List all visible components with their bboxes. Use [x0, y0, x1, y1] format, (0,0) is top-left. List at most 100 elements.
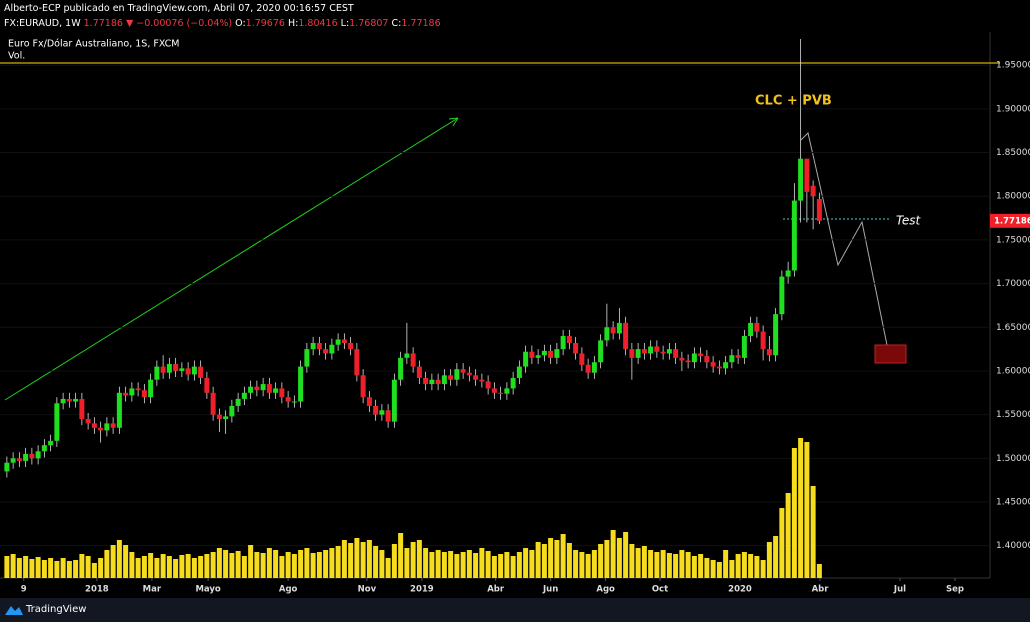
volume-bar [585, 554, 591, 578]
candle-body [610, 327, 616, 334]
candle-body [116, 392, 122, 428]
candle-body [410, 353, 416, 367]
candle-body [248, 386, 254, 393]
candle-body [666, 349, 672, 354]
volume-bar [654, 552, 660, 578]
y-tick-label: 1.70000 [996, 279, 1030, 289]
candle-body [704, 356, 710, 363]
volume-bar [235, 551, 241, 578]
candle-body [173, 363, 179, 371]
volume-bar [104, 550, 110, 578]
candle-body [591, 362, 597, 373]
candle-body [629, 349, 635, 358]
candle-body [66, 398, 72, 402]
volume-bar [35, 557, 41, 578]
candle-body [35, 451, 41, 459]
x-tick-label: Mayo [195, 585, 220, 595]
candle-body [441, 375, 447, 385]
trend-arrowhead [448, 117, 459, 127]
background [0, 32, 1030, 598]
volume-bar [310, 553, 316, 578]
volume-bar [466, 550, 472, 578]
volume-bar [416, 540, 422, 578]
candle-body [685, 360, 691, 363]
volume-bar [473, 553, 479, 578]
candle-body [585, 364, 591, 373]
volume-bar [435, 550, 441, 578]
volume-bar [729, 560, 735, 578]
volume-bar [791, 448, 797, 578]
candle-body [141, 390, 147, 398]
candle-body [298, 366, 304, 402]
volume-bar [285, 552, 291, 578]
volume-bar [210, 552, 216, 578]
volume-bar [85, 556, 91, 578]
volume-bar [723, 550, 729, 578]
candle-body [710, 362, 716, 367]
publish-text: Alberto-ECP publicado en TradingView.com… [4, 3, 354, 14]
annotation: Test [896, 214, 921, 228]
volume-bar [229, 553, 235, 578]
volume-bar [510, 556, 516, 578]
volume-bar [766, 542, 772, 578]
candle-body [91, 423, 97, 428]
last-price-box [990, 213, 1030, 228]
volume-bar [398, 533, 404, 578]
symbol: FX:EURAUD, 1W [4, 18, 81, 29]
candle-body [273, 388, 279, 393]
candle-body [310, 343, 316, 350]
volume-bar [685, 552, 691, 578]
candle-body [798, 158, 804, 201]
logo [5, 606, 23, 615]
x-tick-label: Nov [358, 585, 377, 595]
volume-bar [360, 542, 366, 578]
candle-body [85, 419, 91, 424]
candle-body [10, 458, 16, 463]
candle-body [41, 445, 47, 452]
candle-body [123, 392, 129, 396]
c-label: C: [391, 18, 402, 29]
candle-body [329, 344, 335, 354]
volume-bar [679, 550, 685, 578]
volume-bar [635, 548, 641, 578]
candle-body [791, 200, 797, 271]
volume-bar [779, 508, 785, 578]
x-tick-label: 2019 [410, 585, 434, 595]
volume-bar [710, 560, 716, 578]
volume-bar [10, 554, 16, 578]
candle-body [354, 349, 360, 376]
volume-bar [810, 486, 816, 578]
volume-bar [329, 548, 335, 578]
candle-body [541, 350, 547, 356]
candle-body [285, 397, 291, 402]
volume-bar [591, 550, 597, 578]
volume-bar [216, 548, 222, 578]
candle-body [48, 440, 54, 446]
projection-path [800, 132, 889, 351]
candle-body [766, 349, 772, 356]
volume-bar [179, 555, 185, 578]
candle-body [385, 410, 391, 422]
volume-bar [198, 556, 204, 578]
candle-body [416, 366, 422, 378]
volume-bar [191, 558, 197, 578]
y-tick-label: 1.55000 [996, 410, 1030, 420]
candle-body [498, 392, 504, 394]
volume-bar [166, 556, 172, 578]
volume-bar [423, 548, 429, 578]
candle-body [341, 339, 347, 344]
volume-bar [148, 553, 154, 578]
candle-body [185, 368, 191, 375]
x-tick-label: Jun [542, 585, 558, 595]
candle-body [573, 343, 579, 354]
volume-bar [623, 532, 629, 578]
candle-body [391, 379, 397, 422]
volume-bar [60, 558, 66, 578]
volume-bar [366, 540, 372, 578]
candle-body [210, 392, 216, 415]
y-tick-label: 1.60000 [996, 366, 1030, 376]
candle-body [166, 363, 172, 373]
candle-body [191, 366, 197, 375]
candle-body [216, 414, 222, 420]
